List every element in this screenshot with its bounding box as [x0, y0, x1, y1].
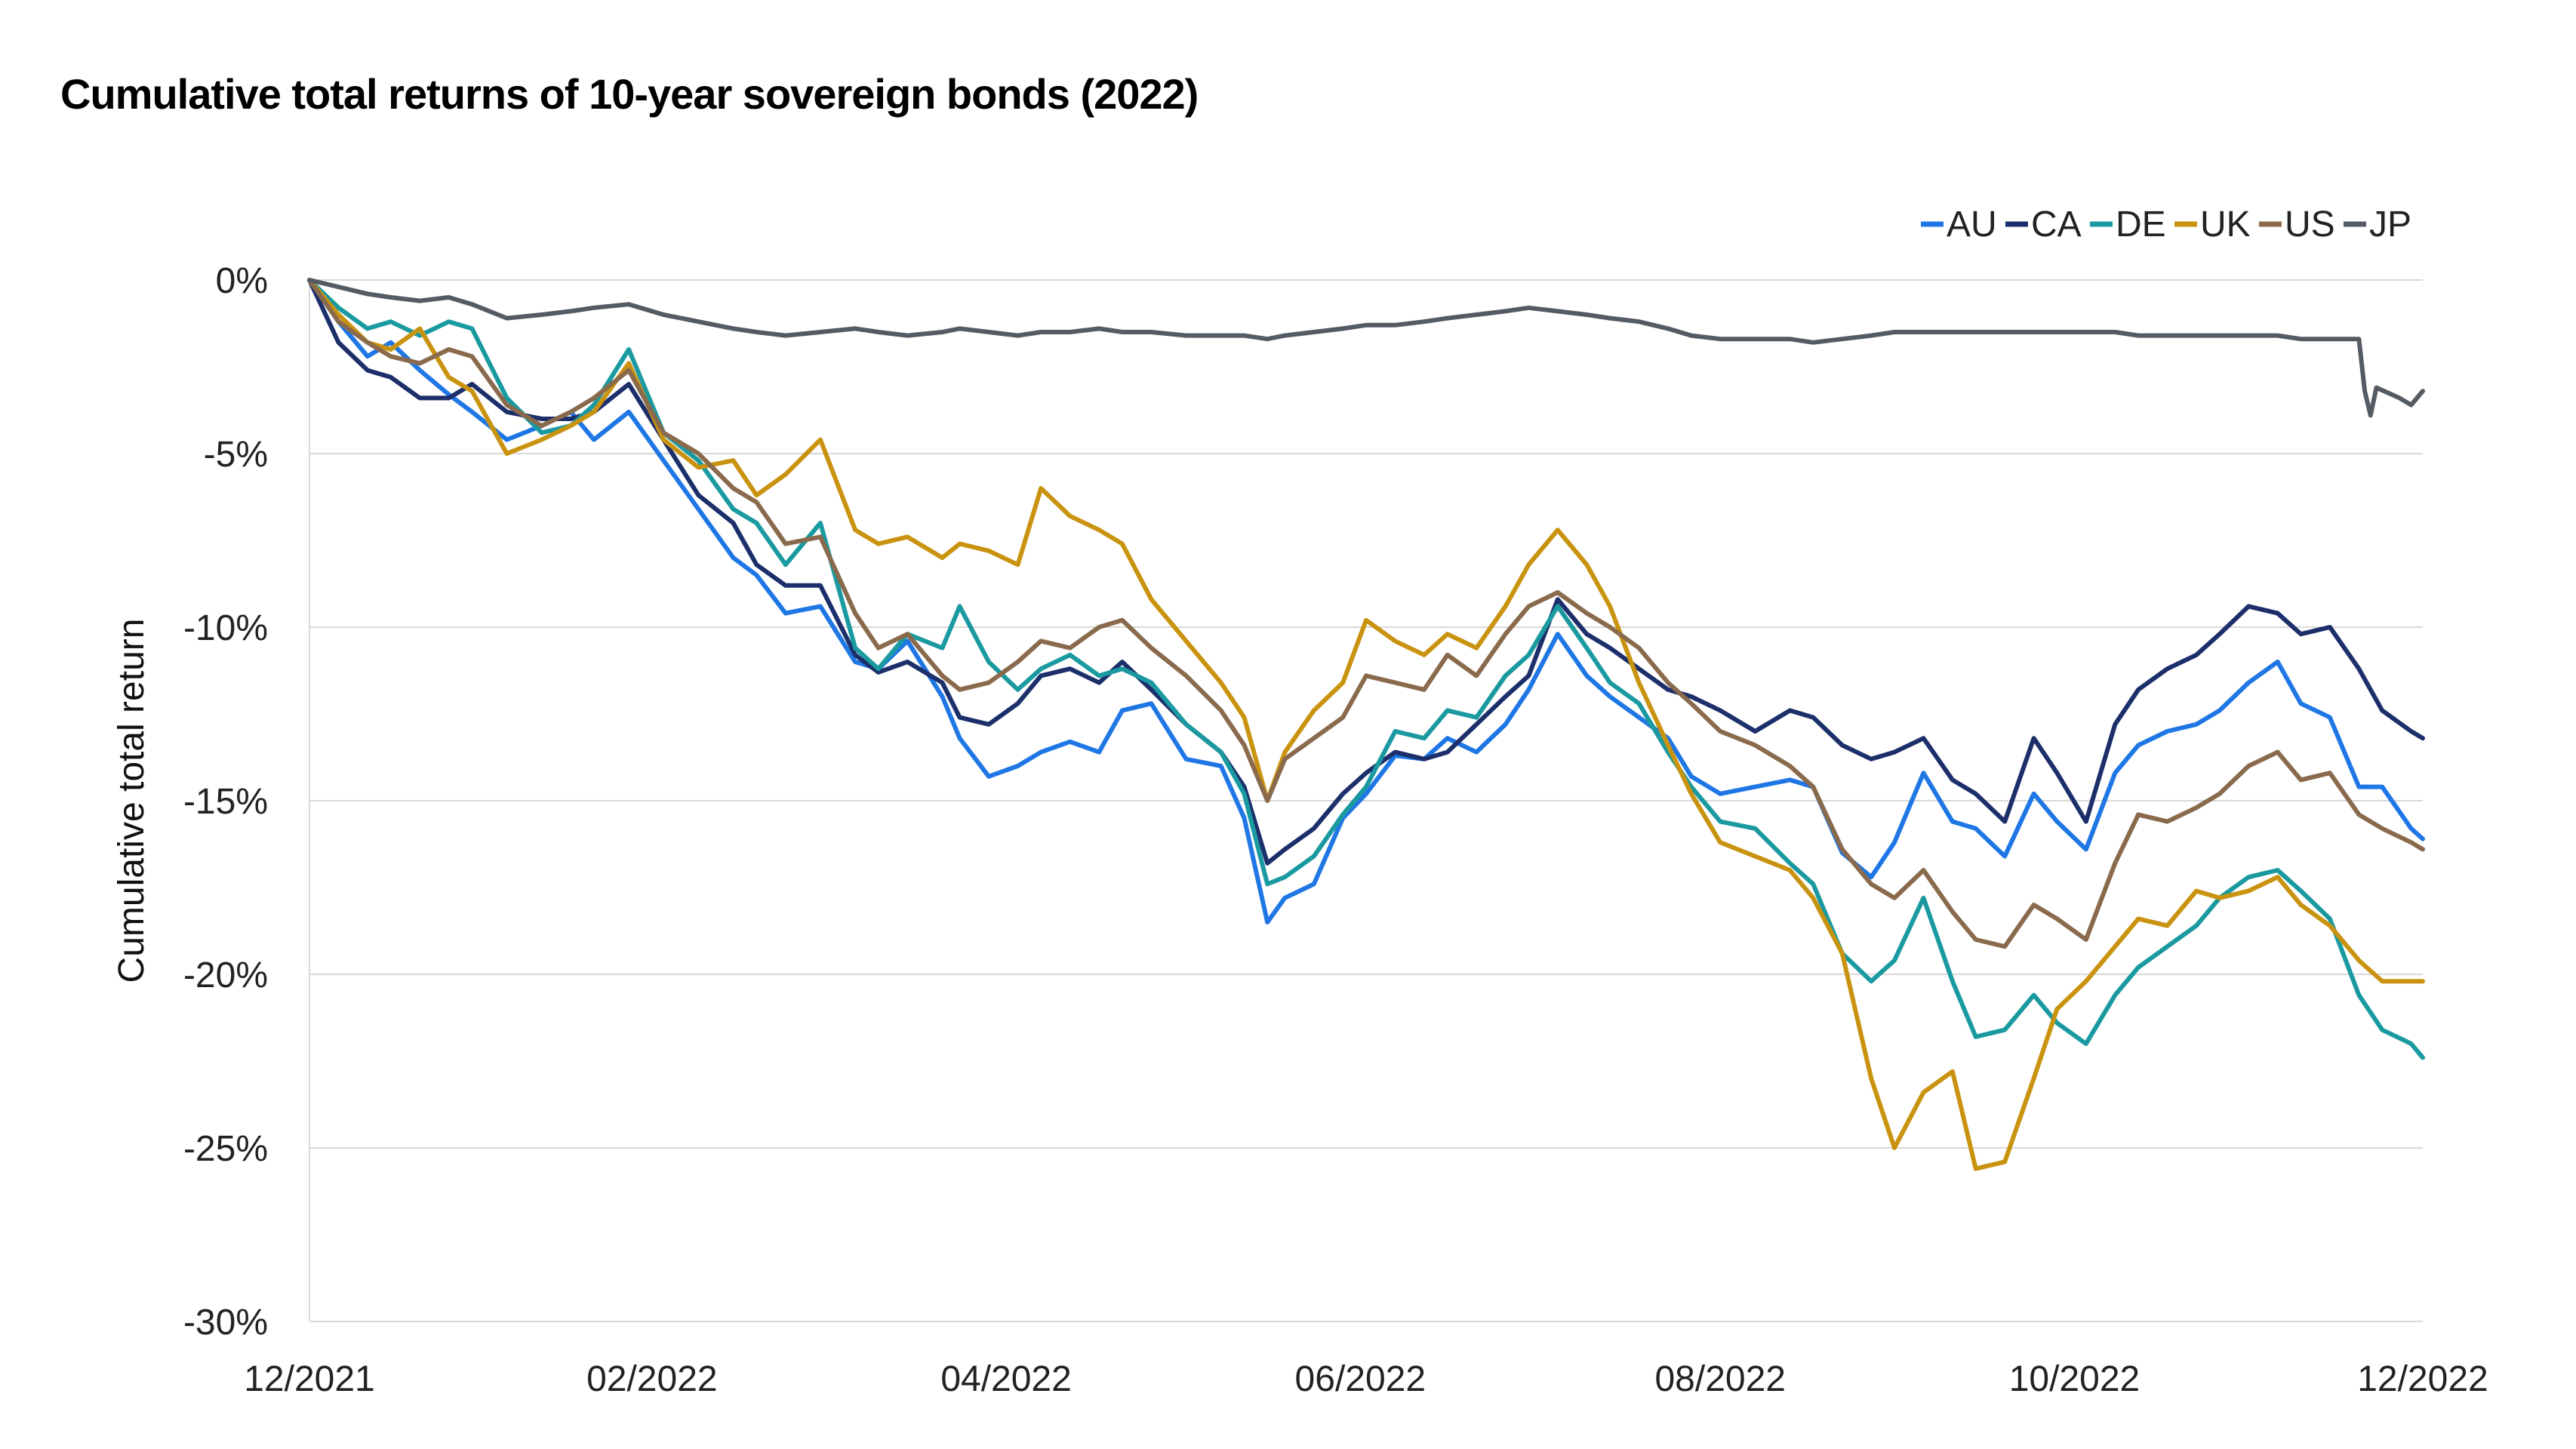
series-line-au	[307, 278, 2425, 924]
x-tick-label: 08/2022	[1654, 1359, 1786, 1399]
x-tick-label: 10/2022	[2009, 1359, 2141, 1399]
y-tick-label: -20%	[183, 955, 268, 995]
legend-label-us: US	[2285, 205, 2335, 245]
x-tick-label: 12/2022	[2357, 1359, 2488, 1399]
y-tick-label: -30%	[183, 1303, 268, 1343]
y-tick-label: -5%	[204, 435, 268, 475]
series-line-de	[307, 278, 2425, 1060]
x-tick-labels: 12/2021 02/2022 04/2022 06/2022 08/2022 10/20…	[244, 1359, 2488, 1399]
y-axis-title: Cumulative total return	[112, 619, 152, 983]
series-lines	[307, 278, 2425, 1171]
x-tick-label: 02/2022	[586, 1359, 718, 1399]
legend-label-au: AU	[1947, 205, 1997, 245]
series-line-jp	[307, 278, 2425, 418]
y-tick-label: 0%	[216, 261, 268, 301]
series-line-ca	[307, 278, 2425, 866]
y-tick-label: -10%	[183, 608, 268, 648]
y-tick-labels: 0% -5% -10% -15% -20% -25% -30%	[183, 261, 268, 1343]
legend: AU CA DE UK US JP	[1921, 205, 2411, 245]
gridlines	[309, 279, 2423, 1149]
x-tick-label: 06/2022	[1295, 1359, 1426, 1399]
series-line-uk	[307, 278, 2425, 1171]
legend-label-jp: JP	[2369, 205, 2411, 245]
y-tick-label: -15%	[183, 782, 268, 822]
axis-lines	[309, 280, 2423, 1322]
legend-label-uk: UK	[2200, 205, 2251, 245]
y-tick-label: -25%	[183, 1129, 268, 1169]
legend-label-de: DE	[2116, 205, 2166, 245]
series-line-us	[307, 278, 2425, 949]
x-tick-label: 12/2021	[244, 1359, 375, 1399]
chart-title: Cumulative total returns of 10-year sove…	[60, 70, 1199, 118]
x-tick-label: 04/2022	[940, 1359, 1072, 1399]
legend-label-ca: CA	[2031, 205, 2082, 245]
